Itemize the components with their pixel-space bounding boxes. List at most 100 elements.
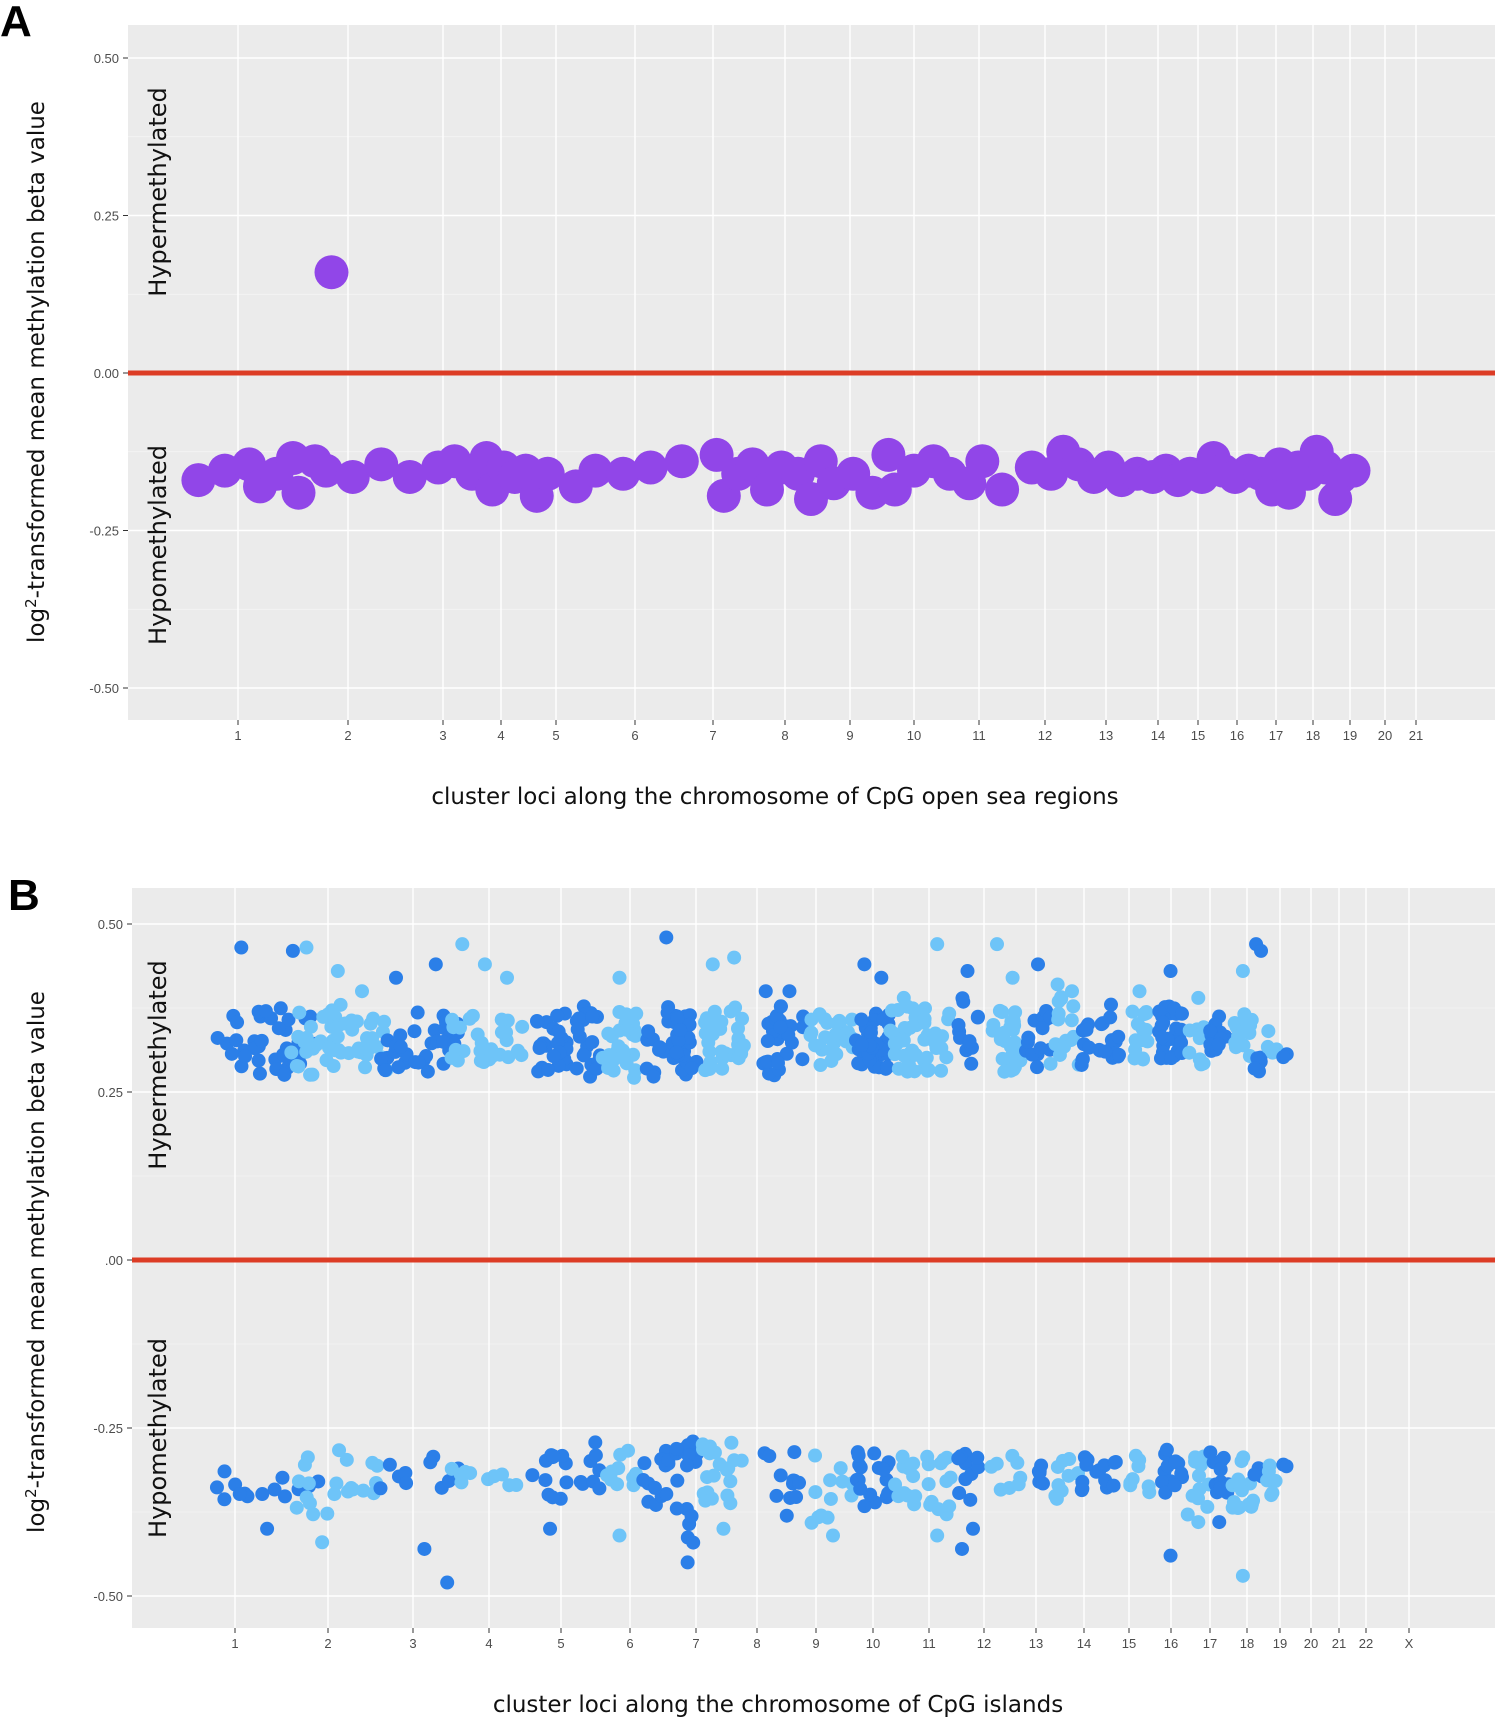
x-tick-label: 13: [1029, 1636, 1043, 1651]
y-tick-label: 0.25: [98, 1085, 123, 1100]
data-point: [735, 447, 770, 482]
panel-b-y-label-rest: -transformed mean methylation beta value: [24, 991, 50, 1488]
y-tick-label: .00: [105, 1253, 123, 1268]
hypo-point: [1055, 1453, 1070, 1468]
hypo-point: [365, 1455, 380, 1470]
hypo-point: [621, 1443, 636, 1458]
hyper-point: [1103, 1010, 1118, 1025]
hyper-point: [585, 1035, 600, 1050]
hyper-point: [670, 1011, 685, 1026]
hypo-point: [787, 1445, 802, 1460]
hyper-point: [1007, 1035, 1022, 1050]
hypo-point: [1079, 1457, 1094, 1472]
hypo-point: [604, 1464, 619, 1479]
hyper-point: [350, 1044, 365, 1059]
hyper-point: [1051, 1012, 1066, 1027]
hypo-point: [1032, 1474, 1047, 1489]
hyper-point: [897, 1048, 912, 1063]
panel-a-y-label-log: log: [24, 608, 50, 643]
hypo-point: [789, 1490, 804, 1505]
hyper-point: [1004, 1063, 1019, 1078]
hypo-point: [267, 1482, 282, 1497]
hyper-point: [277, 1067, 292, 1082]
hypo-point: [1191, 1468, 1206, 1483]
hypo-point: [679, 1458, 694, 1473]
x-tick-label: 17: [1203, 1636, 1217, 1651]
x-tick-label: 12: [1038, 728, 1052, 743]
hyper-point: [727, 950, 742, 965]
hypo-point: [823, 1473, 838, 1488]
hyper-point: [428, 957, 443, 972]
hypo-point: [984, 1459, 999, 1474]
hyper-point: [229, 1033, 244, 1048]
hypo-point: [509, 1477, 524, 1492]
panel-a-letter: A: [0, 0, 32, 46]
hyper-point: [1075, 1053, 1090, 1068]
hypo-point: [823, 1491, 838, 1506]
hypo-point: [931, 1502, 946, 1517]
data-point: [985, 472, 1020, 507]
hyper-point: [299, 940, 314, 955]
hyper-point: [832, 1013, 847, 1028]
hypo-point: [463, 1466, 478, 1481]
hypo-point: [867, 1446, 882, 1461]
hypo-point: [647, 1480, 662, 1495]
y-tick-label: -0.50: [89, 681, 119, 696]
hypo-point: [680, 1555, 695, 1570]
hypo-point: [723, 1496, 738, 1511]
hyper-point: [1194, 1057, 1209, 1072]
hypo-point: [575, 1476, 590, 1491]
hyper-point: [619, 1022, 634, 1037]
hyper-point: [917, 1001, 932, 1016]
data-point: [364, 447, 399, 482]
hyper-point: [808, 1038, 823, 1053]
hyper-point: [628, 1063, 643, 1078]
hypo-point: [951, 1451, 966, 1466]
hyper-point: [407, 1024, 422, 1039]
x-tick-label: 4: [485, 1636, 492, 1651]
hyper-point: [884, 1003, 899, 1018]
hyper-point: [1235, 964, 1250, 979]
hypo-point: [943, 1470, 958, 1485]
hypo-point: [588, 1448, 603, 1463]
hyper-point: [1137, 1006, 1152, 1021]
hyper-point: [455, 937, 470, 952]
x-tick-label: 14: [1077, 1636, 1091, 1651]
hyper-point: [1098, 1044, 1113, 1059]
hypo-point: [289, 1500, 304, 1515]
hypo-point: [670, 1473, 685, 1488]
hypo-point: [1005, 1448, 1020, 1463]
x-tick-label: 7: [709, 728, 716, 743]
hypo-point: [1193, 1457, 1208, 1472]
hyper-point: [499, 1025, 514, 1040]
x-tick-label: 7: [692, 1636, 699, 1651]
panel-b-y-label-log: log: [24, 1498, 50, 1533]
hyper-point: [358, 1060, 373, 1075]
hyper-point: [210, 1030, 225, 1045]
hyper-point: [960, 964, 975, 979]
hypo-point: [546, 1449, 561, 1464]
hyper-point: [1065, 1032, 1080, 1047]
hyper-point: [515, 1019, 530, 1034]
hyper-point: [330, 1029, 345, 1044]
hyper-point: [1174, 1035, 1189, 1050]
hypo-point: [1106, 1478, 1121, 1493]
hypo-point: [970, 1450, 985, 1465]
x-tick-label: 18: [1240, 1636, 1254, 1651]
hyper-point: [410, 1005, 425, 1020]
hyper-point: [964, 1056, 979, 1071]
hypo-point: [1235, 1568, 1250, 1583]
hyper-point: [1125, 1004, 1140, 1019]
hyper-point: [1254, 943, 1269, 958]
hyper-point: [345, 1022, 360, 1037]
panel-b-points: [209, 930, 1294, 1590]
hypo-point: [1174, 1466, 1189, 1481]
hyper-point: [1182, 1045, 1197, 1060]
panel-b-hypo-label: Hypomethylated: [144, 1338, 172, 1538]
hyper-point: [251, 1053, 266, 1068]
hypo-point: [1108, 1454, 1123, 1469]
hyper-point: [1129, 1034, 1144, 1049]
hypo-point: [1131, 1459, 1146, 1474]
hyper-point: [501, 1050, 516, 1065]
hyper-point: [355, 984, 369, 999]
